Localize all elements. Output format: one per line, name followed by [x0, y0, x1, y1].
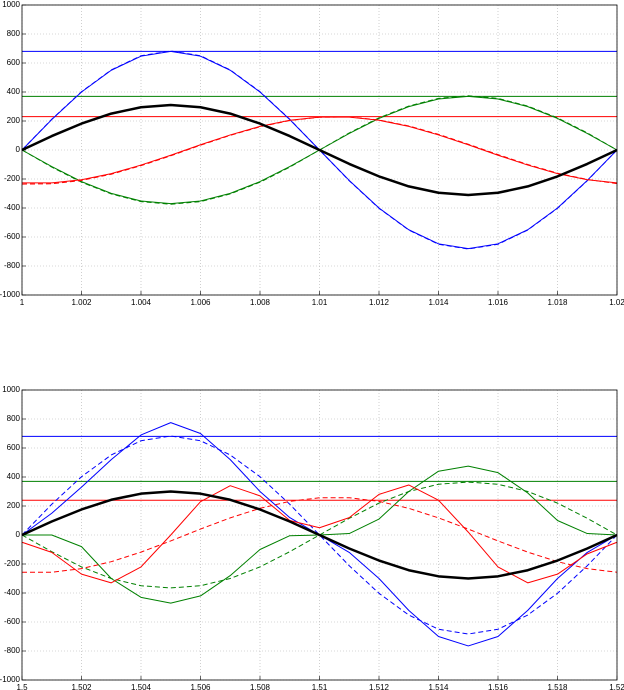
x-tick-label: 1: [20, 298, 25, 307]
x-tick-label: 1.016: [488, 298, 509, 307]
x-tick-label: 1.514: [428, 683, 449, 690]
y-tick-label: 1000: [2, 385, 20, 394]
y-tick-label: -200: [4, 174, 21, 183]
y-tick-label: -200: [4, 559, 21, 568]
y-tick-label: -600: [4, 232, 21, 241]
x-tick-label: 1.52: [609, 683, 624, 690]
x-tick-label: 1.518: [547, 683, 568, 690]
x-tick-label: 1.012: [369, 298, 390, 307]
y-tick-label: 200: [7, 116, 21, 125]
y-tick-label: -400: [4, 203, 21, 212]
x-tick-label: 1.018: [547, 298, 568, 307]
y-tick-label: -800: [4, 646, 21, 655]
x-tick-label: 1.5: [16, 683, 28, 690]
y-tick-label: -600: [4, 617, 21, 626]
series-line: [21, 50, 618, 250]
y-tick-label: -800: [4, 261, 21, 270]
x-tick-label: 1.504: [131, 683, 152, 690]
y-tick-label: 800: [7, 414, 21, 423]
x-tick-label: 1.014: [428, 298, 449, 307]
y-tick-label: -400: [4, 588, 21, 597]
y-tick-label: -1000: [0, 675, 21, 684]
y-tick-label: 400: [7, 472, 21, 481]
y-tick-label: 400: [7, 87, 21, 96]
y-tick-label: 600: [7, 58, 21, 67]
y-tick-label: 800: [7, 29, 21, 38]
x-tick-label: 1.008: [250, 298, 271, 307]
plot-border: [21, 389, 618, 681]
x-tick-label: 1.002: [71, 298, 92, 307]
y-tick-label: 600: [7, 443, 21, 452]
x-tick-label: 1.512: [369, 683, 390, 690]
series-line: [21, 490, 618, 580]
x-tick-label: 1.02: [609, 298, 624, 307]
plot-border: [21, 4, 618, 296]
series-line: [21, 103, 618, 197]
y-tick-label: 200: [7, 501, 21, 510]
series-line: [21, 116, 618, 185]
y-tick-label: -1000: [0, 290, 21, 299]
series-line: [22, 497, 618, 573]
x-tick-label: 1.51: [312, 683, 328, 690]
x-tick-label: 1.502: [71, 683, 92, 690]
y-tick-label: 0: [16, 530, 21, 539]
x-tick-label: 1.506: [190, 683, 211, 690]
series-line: [21, 481, 618, 589]
y-tick-label: 0: [16, 145, 21, 154]
x-tick-label: 1.516: [488, 683, 509, 690]
series-line: [21, 484, 618, 584]
x-tick-label: 1.508: [250, 683, 271, 690]
y-tick-label: 1000: [2, 0, 20, 9]
x-tick-label: 1.004: [131, 298, 152, 307]
x-tick-label: 1.006: [190, 298, 211, 307]
series-line: [21, 435, 618, 635]
x-tick-label: 1.01: [312, 298, 328, 307]
